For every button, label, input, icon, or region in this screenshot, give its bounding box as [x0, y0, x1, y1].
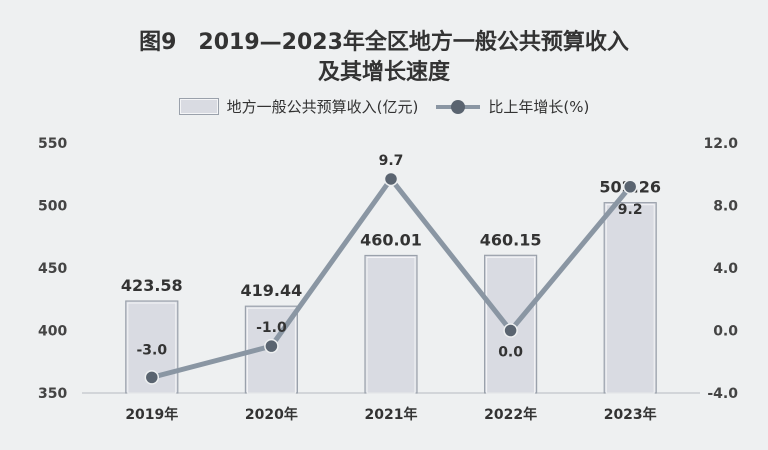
x-tick-label: 2021年 [365, 406, 418, 423]
y-left-tick-label: 500 [38, 199, 67, 215]
x-tick-label: 2020年 [245, 406, 298, 423]
legend-line-label: 比上年增长(%) [488, 98, 590, 116]
y-left-tick-label: 550 [38, 136, 67, 152]
chart-title: 图9 2019—2023年全区地方一般公共预算收入 及其增长速度 [0, 28, 768, 88]
growth-value-label: 9.7 [379, 153, 404, 169]
y-left-tick-label: 450 [38, 261, 67, 277]
y-right-tick-label: 8.0 [713, 199, 738, 215]
y-right-tick-label: -4.0 [707, 386, 738, 402]
bar [603, 202, 657, 394]
x-tick-label: 2022年 [484, 406, 537, 423]
bar-highlight [127, 302, 177, 394]
growth-value-label: 9.2 [618, 202, 643, 218]
growth-marker [144, 370, 160, 385]
x-tick-label: 2019年 [125, 406, 178, 423]
growth-marker [264, 338, 279, 354]
y-left-tick-label: 400 [38, 324, 67, 340]
legend-bar-label: 地方一般公共预算收入(亿元) [226, 98, 419, 116]
x-tick-label: 2023年 [604, 406, 657, 423]
bar-value-label: 419.44 [241, 281, 303, 300]
legend: 地方一般公共预算收入(亿元) 比上年增长(%) [0, 96, 768, 117]
growth-marker [503, 323, 518, 338]
chart-title-line1: 图9 2019—2023年全区地方一般公共预算收入 [139, 30, 629, 55]
chart-title-line2: 及其增长速度 [317, 60, 450, 85]
y-left-tick-label: 350 [38, 386, 67, 402]
growth-value-label: -3.0 [136, 342, 167, 358]
growth-marker [383, 171, 399, 187]
legend-line-swatch [436, 99, 481, 115]
legend-item-growth: 比上年增长(%) [436, 96, 589, 117]
y-right-tick-label: 12.0 [703, 136, 738, 152]
y-right-tick-label: 0.0 [713, 324, 738, 340]
bar-value-label: 423.58 [121, 276, 183, 295]
legend-bar-swatch [178, 98, 219, 115]
y-right-tick-label: 4.0 [713, 261, 738, 277]
bar [364, 254, 418, 394]
growth-value-label: 0.0 [498, 345, 523, 361]
bar-highlight [366, 256, 416, 394]
legend-item-revenue: 地方一般公共预算收入(亿元) [178, 96, 419, 117]
bar-value-label: 460.15 [480, 230, 542, 249]
growth-marker [622, 179, 638, 194]
bar-highlight [605, 204, 655, 394]
growth-value-label: -1.0 [256, 320, 287, 336]
bar-highlight [486, 256, 536, 394]
bar-value-label: 460.01 [360, 230, 422, 249]
